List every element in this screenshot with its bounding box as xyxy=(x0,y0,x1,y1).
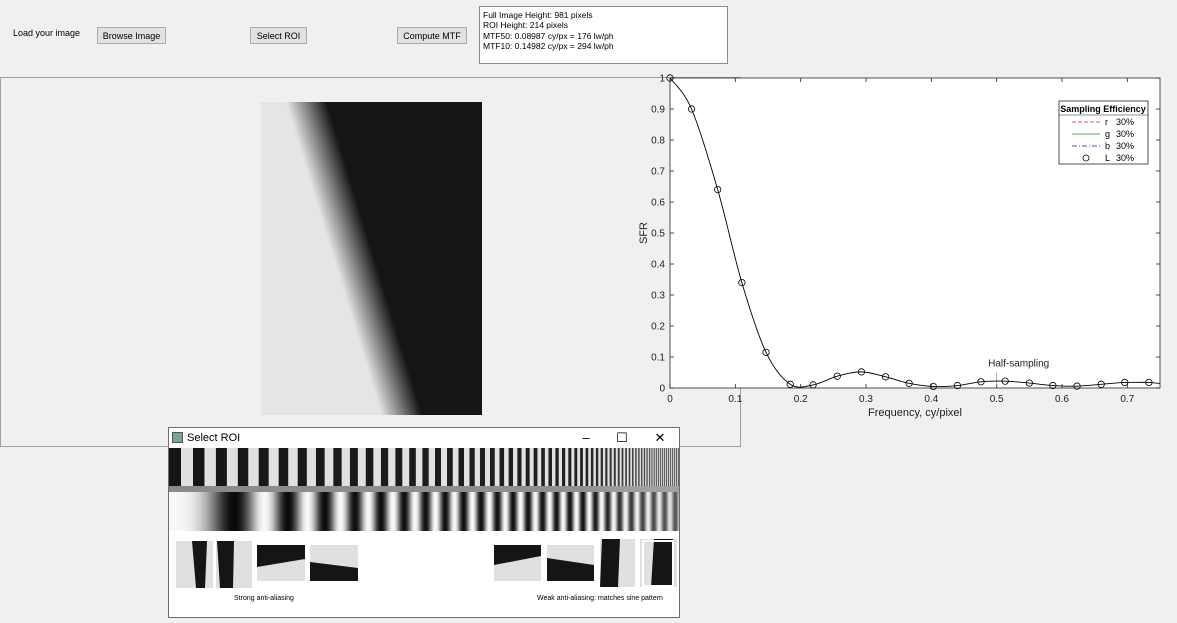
app-icon xyxy=(172,432,183,443)
y-tick-label: 0.7 xyxy=(651,167,665,178)
caption-strong-anti-aliasing: Strong anti-aliasing xyxy=(234,595,294,602)
slanted-edge-target xyxy=(600,539,635,587)
sfr-chart: 0 0.1 0.2 0.3 0.4 0.5 0.6 0.7 0.8 0.9 1 0 0.1 0.2 0.3… xyxy=(638,74,1161,419)
legend-g-value: 30% xyxy=(1116,129,1134,139)
legend-b-name: b xyxy=(1105,141,1110,151)
close-icon[interactable]: ✕ xyxy=(654,430,666,445)
data-point xyxy=(1145,378,1153,387)
y-tick-label: 1 xyxy=(659,74,665,85)
data-point xyxy=(833,372,841,380)
pattern-fade xyxy=(169,448,679,531)
data-point xyxy=(714,186,722,194)
y-tick-label: 0 xyxy=(659,384,665,395)
slanted-edge-target-selected[interactable] xyxy=(640,539,677,587)
x-tick-label: 0.6 xyxy=(1055,394,1069,405)
legend-L-name: L xyxy=(1105,153,1110,163)
data-point xyxy=(1121,378,1129,387)
compute-mtf-button[interactable]: Compute MTF xyxy=(397,27,467,44)
data-point xyxy=(1073,382,1081,390)
result-line: MTF10: 0.14982 cy/px = 294 lw/ph xyxy=(483,40,614,51)
caption-weak-anti-aliasing: Weak anti-aliasing: matches sine pattern xyxy=(537,595,663,602)
slanted-edge-target xyxy=(216,541,252,588)
x-axis-label: Frequency, cy/pixel xyxy=(868,407,962,419)
data-point xyxy=(1025,379,1033,387)
y-tick-label: 0.5 xyxy=(651,229,665,240)
data-point xyxy=(809,381,817,389)
half-sampling-label: Half-sampling xyxy=(988,358,1049,369)
legend-b-value: 30% xyxy=(1116,141,1134,151)
result-line: MTF50: 0.08987 cy/px = 176 lw/ph xyxy=(483,30,614,41)
data-point xyxy=(738,279,746,287)
slanted-edge-target xyxy=(257,545,305,581)
x-tick-label: 0.1 xyxy=(728,394,742,405)
data-point xyxy=(687,105,696,113)
legend-r-name: r xyxy=(1105,117,1108,127)
y-tick-label: 0.3 xyxy=(651,291,665,302)
maximize-icon[interactable]: ☐ xyxy=(616,430,628,445)
result-line: Full Image Height: 981 pixels xyxy=(483,10,593,20)
data-point xyxy=(881,373,890,381)
data-point xyxy=(1097,380,1105,388)
legend-L-value: 30% xyxy=(1116,153,1134,163)
legend-title: Sampling Efficiency xyxy=(1060,104,1146,114)
legend: Sampling Efficiency r 30% g 30% b 30% L … xyxy=(1058,100,1149,165)
y-axis-label: SFR xyxy=(638,222,650,244)
browse-image-button[interactable]: Browse Image xyxy=(97,27,166,44)
data-point xyxy=(666,74,674,82)
window-title: Select ROI xyxy=(187,432,241,444)
result-line: ROI Height: 214 pixels xyxy=(483,20,569,31)
slanted-edge-target xyxy=(547,545,594,581)
legend-g-name: g xyxy=(1105,129,1110,139)
data-point xyxy=(953,381,962,390)
select-roi-window: Select ROI – ☐ ✕ xyxy=(168,427,680,618)
edge-image xyxy=(261,102,482,415)
results-textbox: Full Image Height: 981 pixels ROI Height… xyxy=(479,6,728,64)
select-roi-button[interactable]: Select ROI xyxy=(250,27,307,44)
legend-L-swatch xyxy=(1082,154,1090,162)
data-point xyxy=(1049,381,1057,390)
minimize-icon[interactable]: – xyxy=(582,430,590,445)
data-point xyxy=(977,378,985,386)
x-tick-label: 0.5 xyxy=(990,394,1004,405)
roi-chart-image[interactable]: Strong anti-aliasing Weak anti-aliasing:… xyxy=(169,448,679,617)
legend-box xyxy=(1058,100,1149,165)
data-point xyxy=(762,348,770,356)
load-image-label: Load your image xyxy=(13,28,81,38)
window-titlebar[interactable]: Select ROI – ☐ ✕ xyxy=(169,428,679,448)
y-tick-label: 0.8 xyxy=(651,136,665,147)
data-point xyxy=(905,379,913,387)
data-point xyxy=(929,382,937,391)
y-tick-label: 0.1 xyxy=(651,353,665,364)
y-tick-label: 0.4 xyxy=(651,260,665,271)
y-tick-label: 0.2 xyxy=(651,322,665,333)
y-tick-label: 0.6 xyxy=(651,198,665,209)
slanted-edge-target xyxy=(310,545,358,581)
x-tick-label: 0.2 xyxy=(794,394,808,405)
y-tick-label: 0.9 xyxy=(651,105,665,116)
slanted-edge-target xyxy=(494,545,541,581)
data-point xyxy=(857,368,866,376)
x-tick-label: 0 xyxy=(667,394,673,405)
x-tick-label: 0.7 xyxy=(1120,394,1134,405)
data-point xyxy=(1001,377,1009,385)
x-tick-label: 0.4 xyxy=(924,394,938,405)
legend-r-value: 30% xyxy=(1116,117,1134,127)
x-tick-label: 0.3 xyxy=(859,394,873,405)
data-point xyxy=(786,380,794,388)
slanted-edge-target xyxy=(176,541,213,588)
